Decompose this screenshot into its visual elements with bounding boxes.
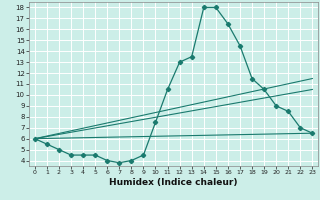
X-axis label: Humidex (Indice chaleur): Humidex (Indice chaleur)	[109, 178, 238, 187]
